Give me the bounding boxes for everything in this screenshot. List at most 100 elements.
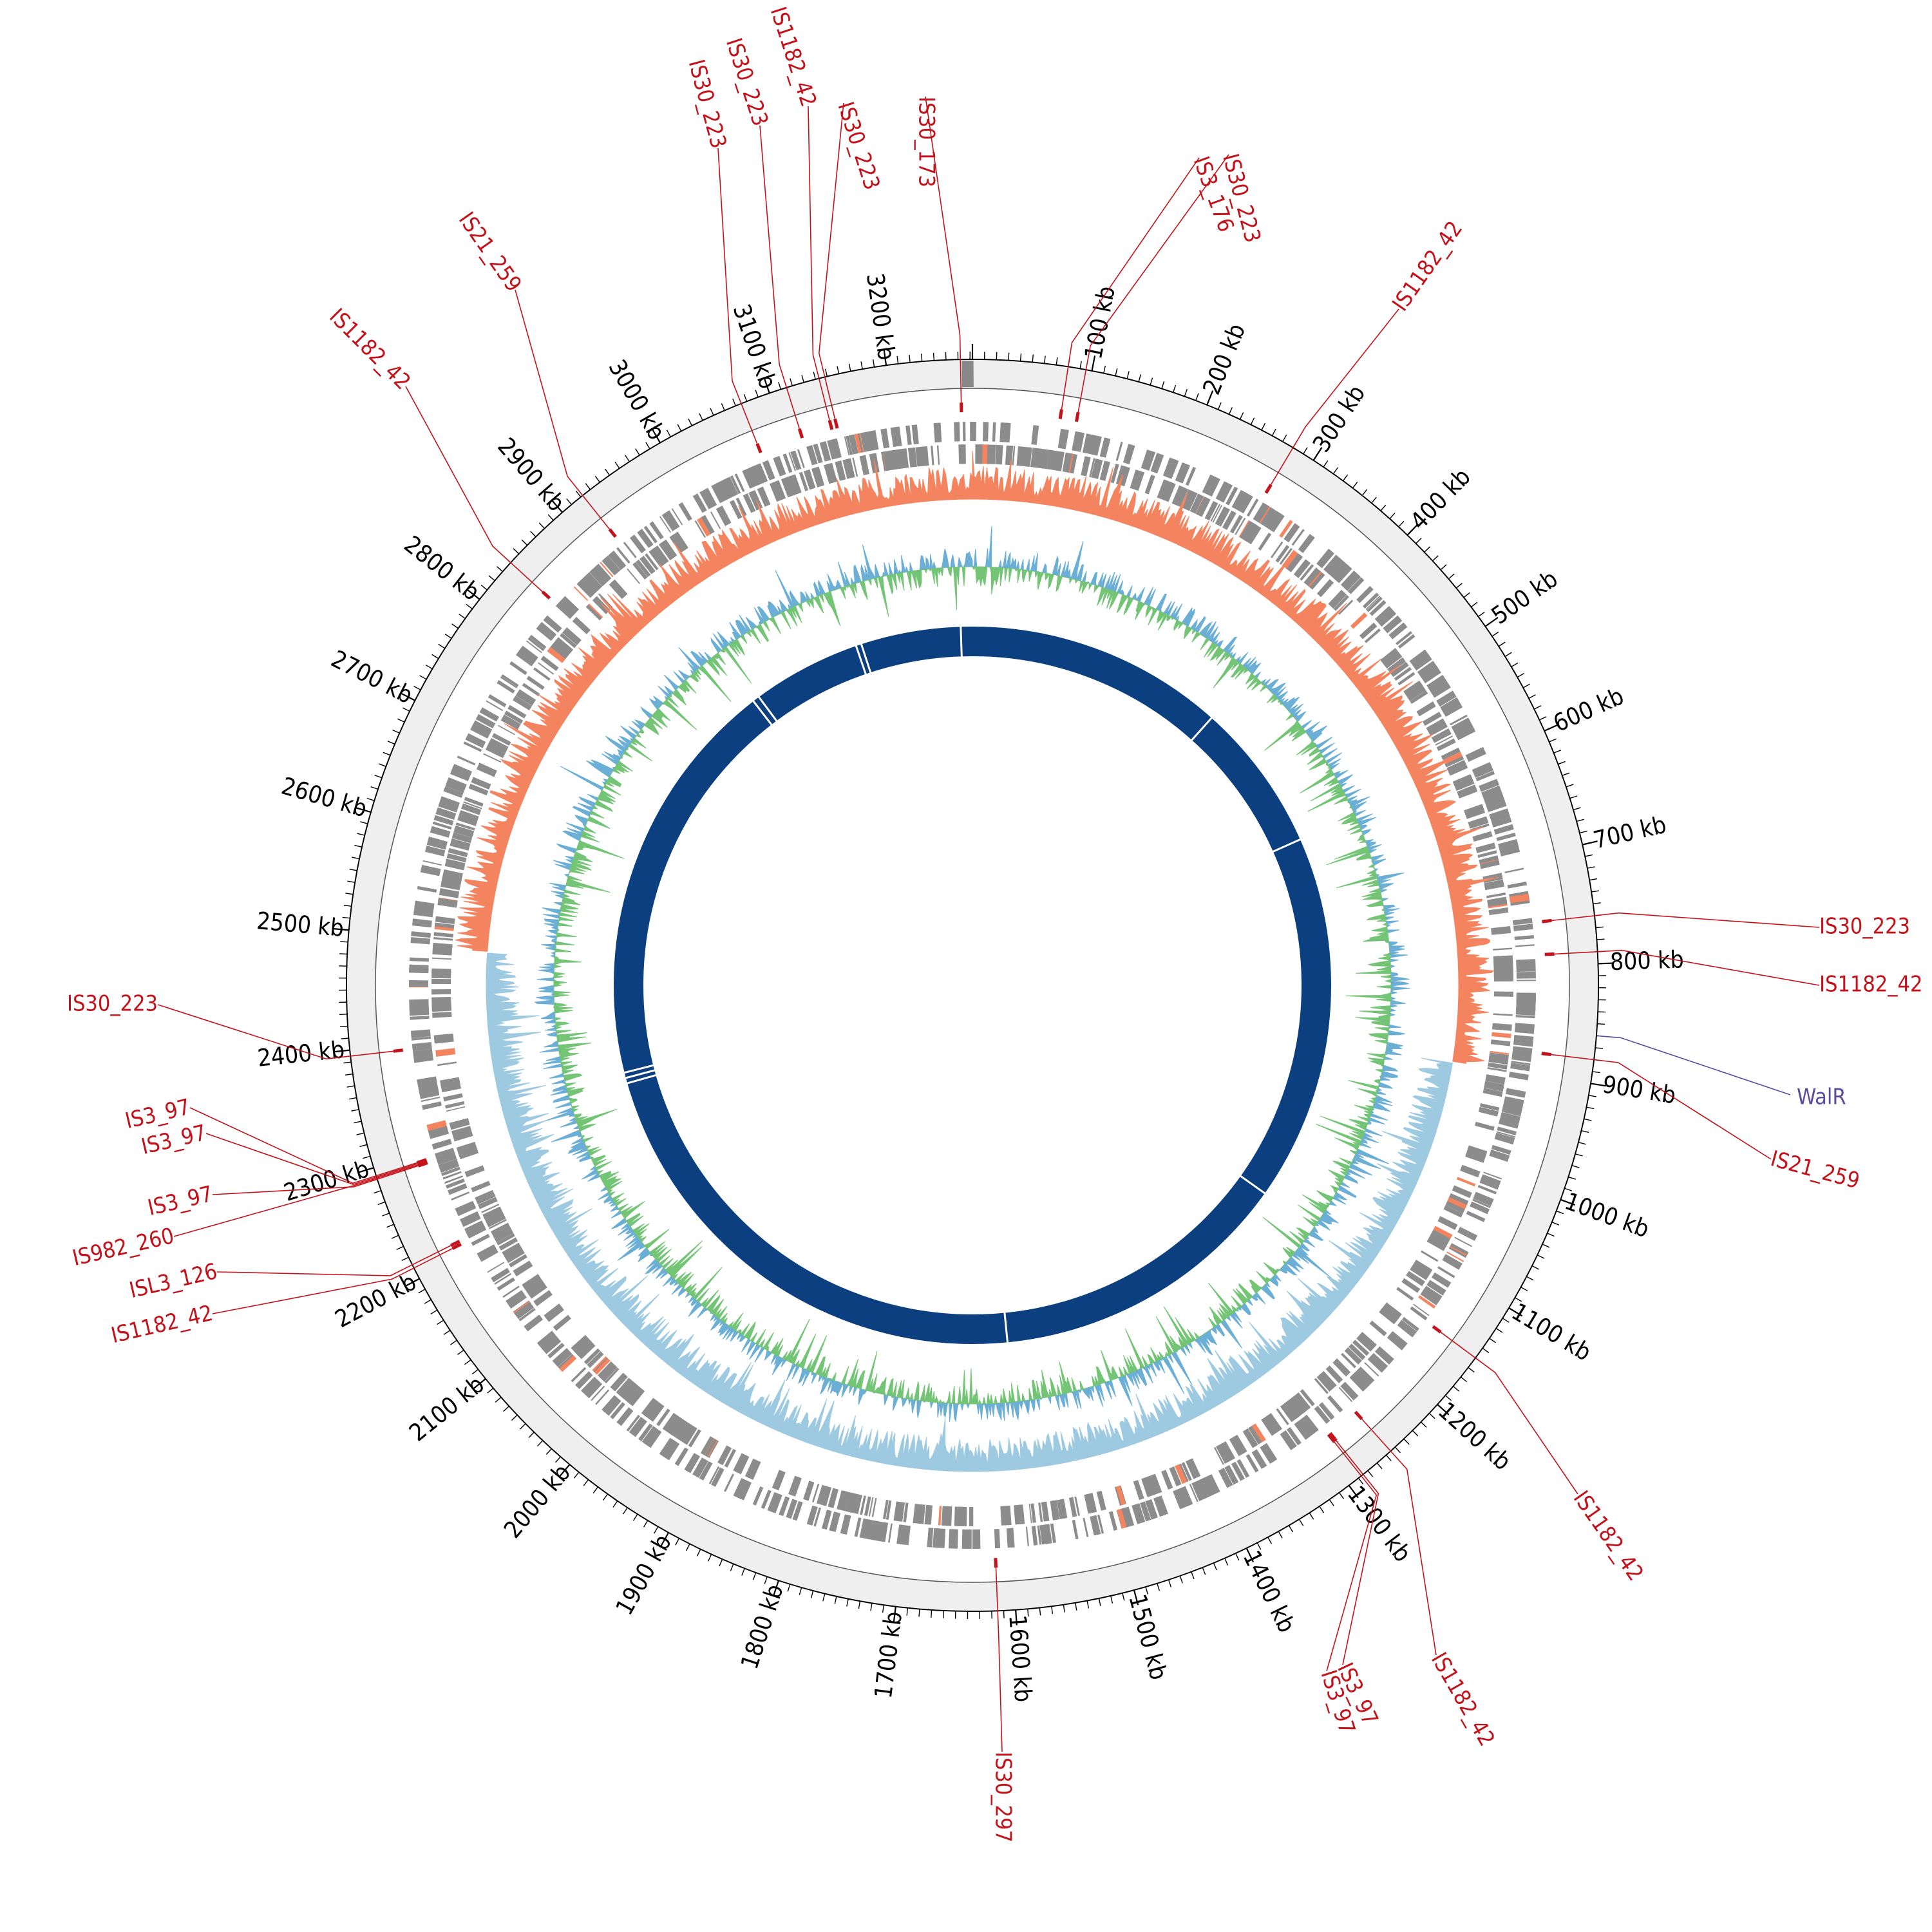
cds-feature — [1496, 832, 1516, 842]
cds-feature — [585, 604, 602, 621]
cds-feature — [426, 1120, 447, 1132]
cds-feature — [1397, 634, 1416, 649]
cds-feature — [830, 1511, 838, 1531]
cds-feature — [486, 700, 504, 712]
major-tick — [334, 1049, 350, 1053]
major-tick — [1091, 355, 1096, 372]
cds-feature — [1287, 1426, 1302, 1445]
cds-feature — [431, 1139, 452, 1150]
is-element-label: IS21_259 — [453, 207, 527, 296]
is-callout-line — [717, 147, 758, 444]
is-element-marker — [1432, 1325, 1442, 1334]
cds-feature — [431, 978, 451, 984]
cds-feature — [806, 1481, 813, 1501]
cds-feature — [1485, 797, 1506, 811]
is-callout-line — [925, 96, 962, 403]
cds-feature — [1285, 1399, 1302, 1418]
cds-feature — [1341, 570, 1356, 587]
minor-tick — [1051, 1606, 1054, 1615]
cds-feature — [555, 604, 571, 620]
minor-tick — [377, 1201, 386, 1206]
cds-feature — [1180, 1487, 1190, 1506]
cds-feature — [560, 632, 577, 649]
cds-feature — [1161, 1470, 1172, 1490]
cds-feature — [562, 627, 582, 645]
cds-feature — [538, 1332, 554, 1346]
cds-feature — [556, 600, 575, 618]
cds-feature — [439, 889, 459, 898]
cds-feature — [1010, 1528, 1014, 1548]
cds-feature — [1074, 1496, 1081, 1516]
cds-feature — [954, 422, 960, 442]
cds-feature — [1039, 1524, 1049, 1545]
minor-tick — [520, 1423, 526, 1430]
cds-feature — [559, 1355, 577, 1372]
cds-feature — [1007, 445, 1011, 466]
is-element-marker — [393, 1048, 403, 1053]
cds-feature — [456, 1142, 476, 1151]
cds-feature — [1484, 882, 1504, 889]
minor-tick — [1444, 1395, 1452, 1401]
cds-feature — [1284, 1402, 1298, 1419]
cds-feature — [513, 1261, 533, 1276]
cds-feature — [1511, 1055, 1531, 1063]
is-element-label: IS1182_42 — [1426, 1648, 1500, 1750]
cds-feature — [1421, 666, 1438, 679]
cds-feature — [440, 888, 460, 893]
cds-feature — [1068, 453, 1074, 473]
cds-feature — [471, 720, 493, 735]
cds-feature — [542, 1336, 562, 1354]
cds-feature — [433, 937, 453, 941]
cds-feature — [866, 1519, 871, 1539]
cds-feature — [866, 1519, 875, 1540]
cds-feature — [476, 717, 494, 728]
minor-tick — [1367, 1470, 1374, 1477]
cds-feature — [1488, 907, 1509, 914]
cds-feature — [432, 957, 452, 960]
cds-feature — [451, 1126, 472, 1137]
cds-feature — [755, 463, 768, 484]
cds-feature — [1275, 545, 1290, 563]
cds-feature — [420, 864, 441, 876]
cds-feature — [419, 1089, 440, 1099]
cds-feature — [927, 1528, 934, 1548]
minor-tick — [846, 1598, 849, 1607]
cds-feature — [1314, 1405, 1331, 1424]
minor-tick — [1191, 1571, 1195, 1580]
cds-feature — [533, 667, 551, 681]
cds-feature — [1437, 1266, 1455, 1278]
cds-feature — [433, 943, 453, 949]
cds-feature — [464, 1220, 485, 1236]
minor-tick — [1470, 601, 1478, 608]
cds-feature — [913, 1504, 917, 1524]
cds-feature — [936, 445, 940, 465]
cds-feature — [1218, 1444, 1230, 1463]
minor-tick — [464, 1359, 471, 1365]
homology-gap — [757, 696, 778, 723]
backbone-ring — [346, 359, 1599, 1612]
minor-tick — [1576, 819, 1584, 822]
cds-feature — [1279, 547, 1293, 565]
cds-feature — [497, 1277, 515, 1291]
minor-tick — [1329, 1499, 1334, 1506]
cds-feature — [440, 1083, 462, 1093]
minor-tick — [755, 390, 759, 398]
is-callout-line — [1077, 154, 1229, 413]
cds-feature — [671, 508, 683, 526]
cds-feature — [1052, 1500, 1060, 1520]
cds-feature — [410, 937, 431, 945]
is-element-marker-ring — [393, 402, 1555, 1568]
cds-feature — [599, 1363, 617, 1381]
minor-tick — [1424, 546, 1430, 553]
cds-feature — [1144, 475, 1155, 495]
minor-tick — [346, 1085, 355, 1088]
minor-tick — [732, 398, 736, 406]
cds-feature — [1481, 1174, 1501, 1188]
cds-feature — [444, 1101, 465, 1109]
cds-feature — [411, 1032, 431, 1037]
minor-tick — [1256, 1542, 1262, 1550]
cds-feature — [811, 467, 824, 488]
homology-gap — [752, 700, 773, 726]
cds-feature — [632, 562, 648, 580]
cds-feature — [860, 1495, 866, 1515]
